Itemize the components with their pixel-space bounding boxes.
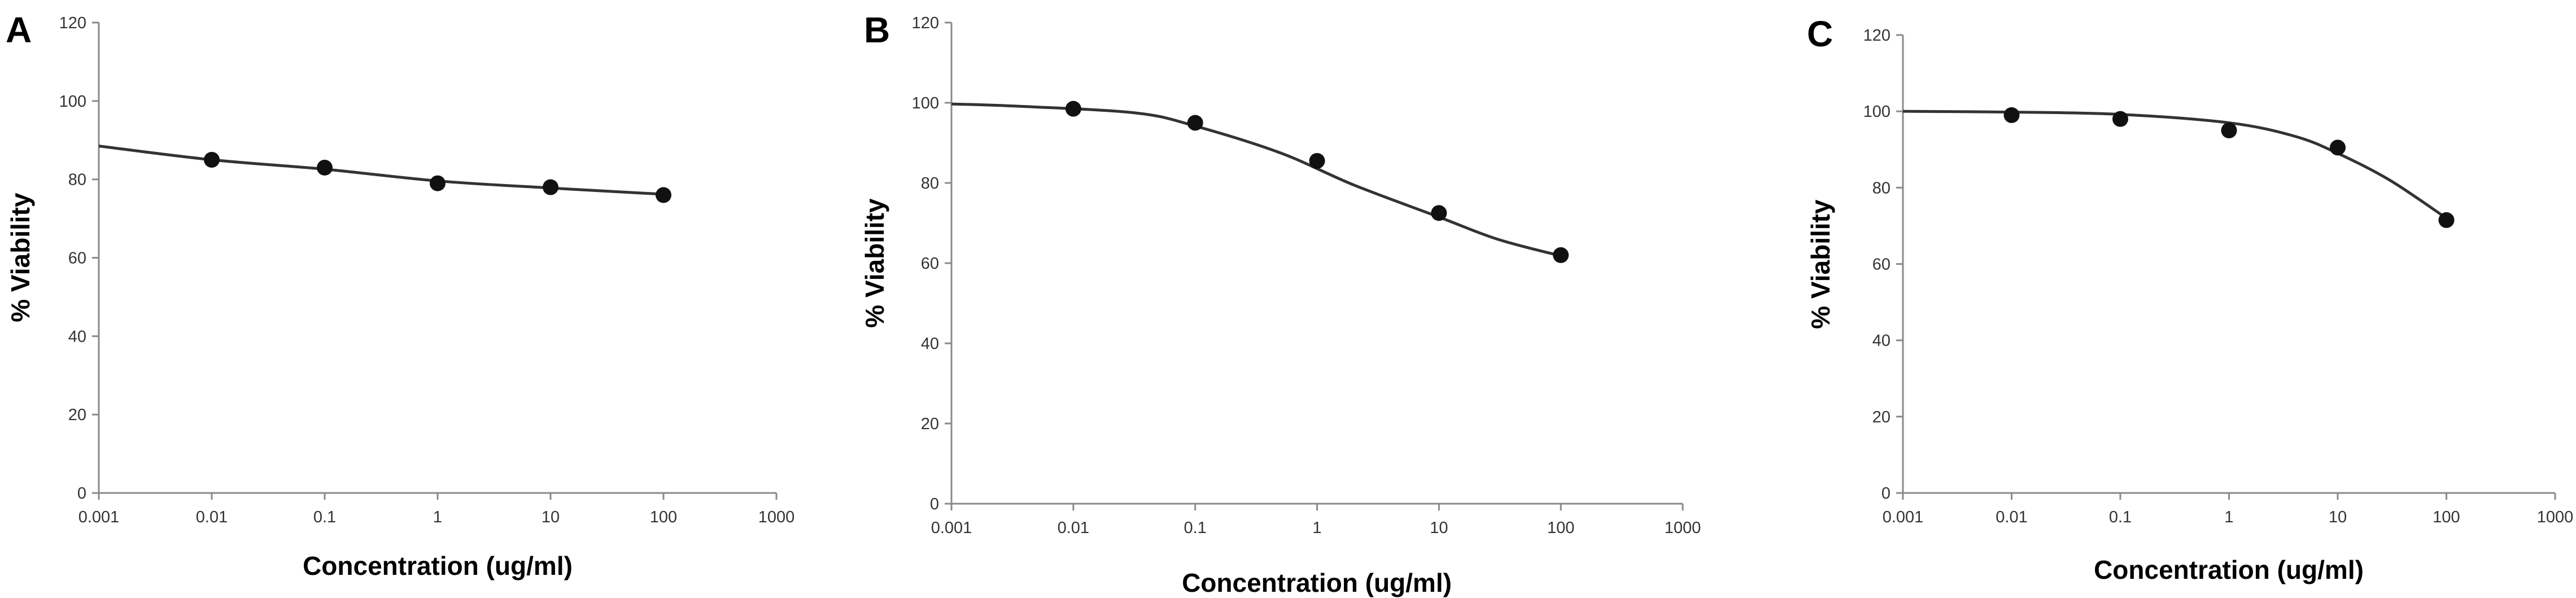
y-tick-label: 60 (1872, 256, 1890, 274)
fit-curve (1902, 110, 2447, 220)
x-tick-label: 10 (2329, 508, 2347, 526)
y-tick-label: 60 (921, 255, 939, 273)
x-tick-label: 100 (1547, 519, 1574, 537)
y-tick-label: 80 (921, 174, 939, 193)
data-point (1065, 101, 1081, 117)
data-point (2330, 139, 2346, 156)
x-tick-label: 1000 (1665, 519, 1701, 537)
y-tick-label: 0 (930, 495, 939, 513)
data-point (1187, 115, 1203, 131)
y-axis-label: % Viability (860, 198, 889, 328)
x-tick-label: 0.01 (196, 508, 228, 526)
x-tick-label: 0.01 (1996, 508, 2027, 526)
x-tick-label: 10 (1430, 519, 1448, 537)
x-tick-label: 1000 (2537, 508, 2574, 526)
x-tick-label: 100 (2433, 508, 2460, 526)
data-point (2003, 107, 2020, 123)
data-point (2112, 111, 2128, 127)
x-tick-label: 0.1 (313, 508, 336, 526)
y-tick-label: 60 (68, 250, 86, 268)
y-axis-label: % Viability (6, 193, 35, 322)
x-axis-label: Concentration (ug/ml) (303, 551, 573, 580)
y-tick-label: 100 (912, 94, 939, 112)
y-tick-label: 100 (1863, 103, 1890, 121)
data-point (2221, 122, 2237, 138)
y-tick-label: 100 (59, 93, 86, 111)
x-tick-label: 10 (542, 508, 560, 526)
data-point (430, 175, 446, 191)
panel-letter: B (864, 10, 890, 50)
chart-panel-b: B 0 20 40 60 80 100 120 0.001 0.01 0.1 1 10 100 1000 Co… (860, 10, 1701, 597)
x-tick-label: 1 (1312, 519, 1321, 537)
x-tick-label: 0.001 (931, 519, 972, 537)
chart-panel-c: C 0 20 40 60 80 100 120 0.001 0.01 0.1 1 10 100 1000 Co… (1806, 14, 2573, 584)
x-axis-label: Concentration (ug/ml) (1182, 568, 1452, 597)
y-tick-label: 20 (68, 406, 86, 424)
x-tick-label: 0.001 (78, 508, 120, 526)
y-tick-label: 20 (921, 415, 939, 433)
x-tick-label: 0.01 (1058, 519, 1089, 537)
y-tick-label: 80 (1872, 179, 1890, 197)
y-tick-label: 0 (77, 484, 86, 503)
panel-letter: A (6, 10, 32, 50)
x-tick-label: 0.1 (1184, 519, 1207, 537)
fit-curve (98, 145, 664, 196)
y-tick-label: 80 (68, 171, 86, 189)
chart-panel-a: A 0 20 40 60 80 100 120 0.001 0.01 0.1 1 10 100 1000 Co… (6, 10, 794, 580)
y-tick-label: 40 (1872, 332, 1890, 350)
x-tick-label: 100 (650, 508, 677, 526)
x-tick-label: 1 (433, 508, 442, 526)
x-tick-label: 0.1 (2109, 508, 2132, 526)
y-tick-label: 0 (1881, 484, 1890, 503)
data-point (1553, 247, 1569, 263)
y-tick-label: 120 (912, 14, 939, 32)
fit-curve (951, 102, 1561, 257)
y-tick-label: 40 (921, 335, 939, 353)
data-point (317, 159, 333, 176)
data-point (204, 151, 220, 168)
y-tick-label: 120 (1863, 27, 1890, 45)
data-point (543, 179, 558, 195)
x-tick-label: 1 (2224, 508, 2233, 526)
y-tick-label: 120 (59, 14, 86, 32)
y-tick-label: 40 (68, 328, 86, 346)
y-axis-label: % Viability (1806, 199, 1835, 329)
data-point (1309, 152, 1325, 169)
panel-letter: C (1807, 14, 1833, 54)
x-tick-label: 1000 (758, 508, 795, 526)
data-point (656, 187, 671, 203)
x-axis-label: Concentration (ug/ml) (2094, 555, 2364, 584)
data-point (2438, 212, 2455, 228)
data-point (1431, 205, 1447, 221)
x-tick-label: 0.001 (1883, 508, 1924, 526)
y-tick-label: 20 (1872, 408, 1890, 426)
